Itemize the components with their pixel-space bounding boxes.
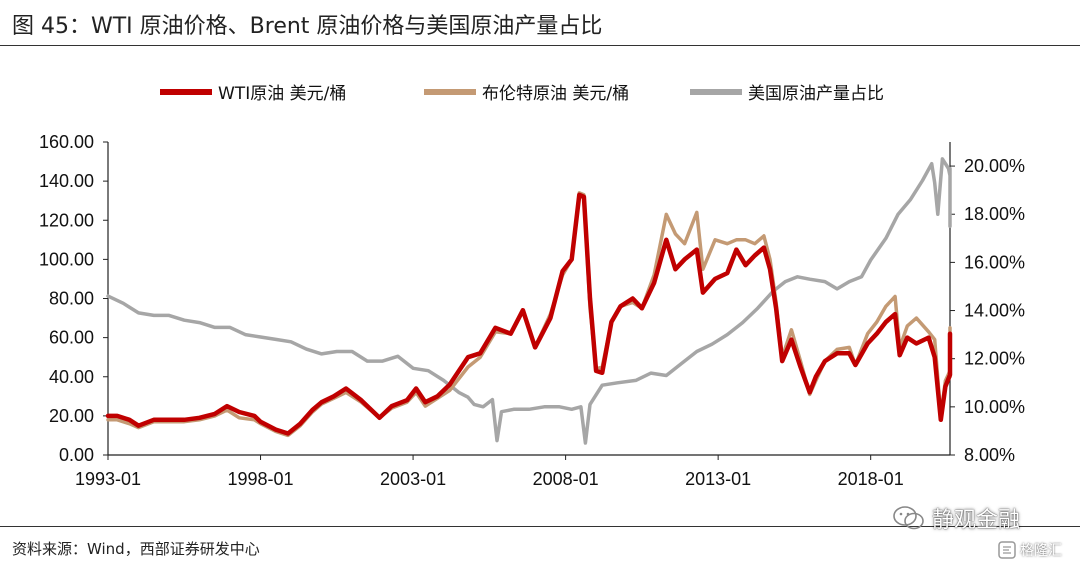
x-tick-label: 2018-01: [838, 469, 904, 489]
x-tick-label: 2008-01: [533, 469, 599, 489]
x-tick-label: 2003-01: [380, 469, 446, 489]
wechat-icon: [893, 506, 924, 530]
legend: WTI原油 美元/桶 布伦特原油 美元/桶 美国原油产量占比: [160, 84, 884, 104]
watermark: 静观金融: [892, 502, 1020, 534]
x-tick-label: 1998-01: [228, 469, 294, 489]
series-line-0: [105, 192, 953, 436]
x-tick-label: 2013-01: [685, 469, 751, 489]
right-tick-label: 20.00%: [964, 156, 1025, 176]
left-tick-label: 40.00: [49, 367, 94, 387]
axes: 0.00 20.00 40.00 60.00 80.00 100.00 120.00 140.…: [39, 132, 1025, 489]
source-divider: [0, 526, 1080, 527]
figure-title: 图 45：WTI 原油价格、Brent 原油价格与美国原油产量占比: [12, 14, 603, 39]
plot-area: [105, 157, 953, 445]
left-tick-label: 120.00: [39, 210, 94, 230]
left-tick-label: 160.00: [39, 132, 94, 152]
corner-watermark-text: 格隆汇: [1020, 543, 1062, 559]
title-divider: [0, 45, 1080, 46]
x-tick-label: 1993-01: [75, 469, 141, 489]
left-tick-label: 20.00: [49, 406, 94, 426]
left-tick-label: 0.00: [59, 445, 94, 465]
right-tick-label: 12.00%: [964, 349, 1025, 369]
right-tick-label: 18.00%: [964, 204, 1025, 224]
right-tick-label: 10.00%: [964, 397, 1025, 417]
left-tick-label: 140.00: [39, 171, 94, 191]
legend-label-2: 美国原油产量占比: [748, 84, 884, 104]
watermark-text: 静观金融: [932, 508, 1021, 533]
corner-watermark: 格隆汇: [998, 540, 1062, 560]
right-tick-label: 14.00%: [964, 301, 1025, 321]
legend-label-1: 布伦特原油 美元/桶: [482, 84, 629, 104]
source-note: 资料来源：Wind，西部证券研发中心: [12, 540, 260, 558]
right-tick-label: 8.00%: [964, 445, 1015, 465]
right-tick-label: 16.00%: [964, 252, 1025, 272]
left-tick-label: 60.00: [49, 328, 94, 348]
legend-label-0: WTI原油 美元/桶: [218, 84, 346, 104]
left-tick-label: 100.00: [39, 249, 94, 269]
series-line-1: [106, 191, 952, 438]
gelonghui-logo-icon: [998, 541, 1016, 559]
series-line-2: [106, 157, 952, 445]
left-tick-label: 80.00: [49, 289, 94, 309]
